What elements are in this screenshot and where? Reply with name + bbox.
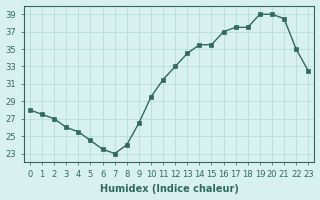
X-axis label: Humidex (Indice chaleur): Humidex (Indice chaleur)	[100, 184, 238, 194]
